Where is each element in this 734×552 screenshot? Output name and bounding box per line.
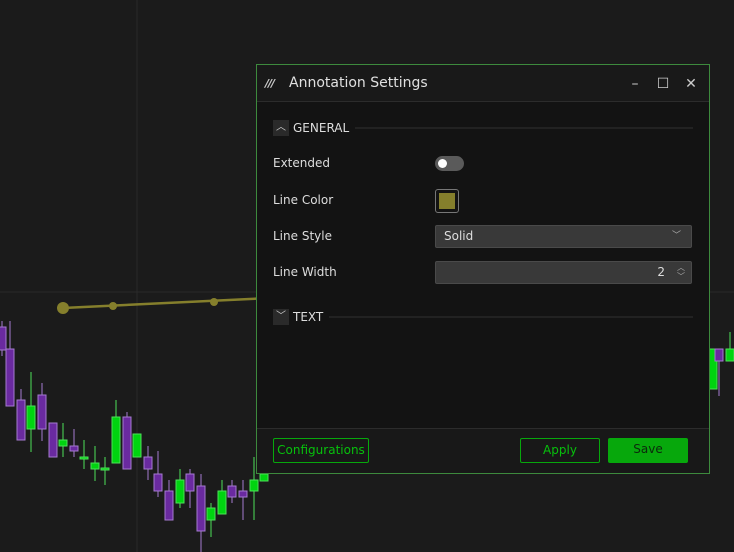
dialog-footer: Configurations Apply Save	[257, 428, 709, 473]
configurations-button[interactable]: Configurations	[273, 438, 369, 463]
chevron-up-icon[interactable]: ︿	[273, 120, 289, 136]
candle-body	[132, 433, 142, 458]
candle-body	[100, 467, 110, 471]
candle-body	[37, 394, 47, 430]
line-color-label: Line Color	[273, 193, 334, 207]
line-width-stepper[interactable]: 2 ︿ ﹀	[435, 261, 692, 284]
chevron-down-icon[interactable]: ﹀	[273, 309, 289, 325]
line-style-select[interactable]: Solid ﹀	[435, 225, 692, 248]
divider	[355, 127, 693, 129]
candle-body	[48, 422, 58, 458]
annotation-line	[62, 296, 271, 310]
app-logo-icon: ///	[265, 76, 275, 90]
text-section-header[interactable]: ﹀ TEXT	[273, 309, 693, 325]
candle-body	[69, 445, 79, 452]
extended-toggle[interactable]	[435, 156, 464, 171]
maximize-icon[interactable]: ☐	[656, 76, 670, 92]
candle-body	[175, 479, 185, 504]
candle-body	[249, 479, 259, 492]
close-icon[interactable]: ✕	[685, 76, 697, 92]
minimize-icon[interactable]: –	[631, 76, 639, 92]
chevron-down-icon: ﹀	[671, 231, 681, 241]
divider	[329, 316, 693, 318]
line-style-value: Solid	[444, 229, 474, 243]
candle-body	[164, 490, 174, 521]
color-swatch	[439, 193, 455, 209]
candle-body	[122, 416, 132, 470]
annotation-settings-dialog: /// Annotation Settings – ☐ ✕ ︿ GENERAL …	[256, 64, 710, 474]
candle-body	[217, 490, 227, 515]
candle-body	[238, 490, 248, 498]
general-section-header[interactable]: ︿ GENERAL	[273, 120, 693, 136]
candle-body	[58, 439, 68, 447]
general-section-label: GENERAL	[293, 121, 350, 135]
apply-button[interactable]: Apply	[520, 438, 600, 463]
line-width-label: Line Width	[273, 265, 337, 279]
annotation-handle	[57, 302, 69, 314]
candle-body	[206, 507, 216, 521]
candle-body	[5, 348, 15, 407]
candle-body	[714, 348, 724, 362]
candle-body	[185, 473, 195, 492]
title-bar[interactable]: /// Annotation Settings – ☐ ✕	[257, 65, 709, 102]
dialog-title: Annotation Settings	[289, 75, 428, 91]
candle-body	[79, 456, 89, 460]
candle-body	[725, 348, 734, 362]
spinner-arrows-icon[interactable]: ︿ ﹀	[677, 263, 685, 281]
candle-body	[90, 462, 100, 470]
line-style-label: Line Style	[273, 229, 332, 243]
candle-body	[16, 399, 26, 441]
save-button[interactable]: Save	[608, 438, 688, 463]
candle-body	[196, 485, 206, 532]
text-section-label: TEXT	[293, 310, 324, 324]
extended-label: Extended	[273, 156, 330, 170]
candle-body	[143, 456, 153, 470]
candle-body	[227, 485, 237, 498]
candle-body	[0, 326, 7, 351]
annotation-point	[210, 298, 218, 306]
candle-body	[26, 405, 36, 430]
annotation-point	[109, 302, 117, 310]
candle-body	[153, 473, 163, 492]
candle-body	[111, 416, 121, 464]
candle-body	[259, 473, 269, 482]
line-width-value: 2	[657, 265, 665, 279]
line-color-picker[interactable]	[435, 189, 459, 213]
